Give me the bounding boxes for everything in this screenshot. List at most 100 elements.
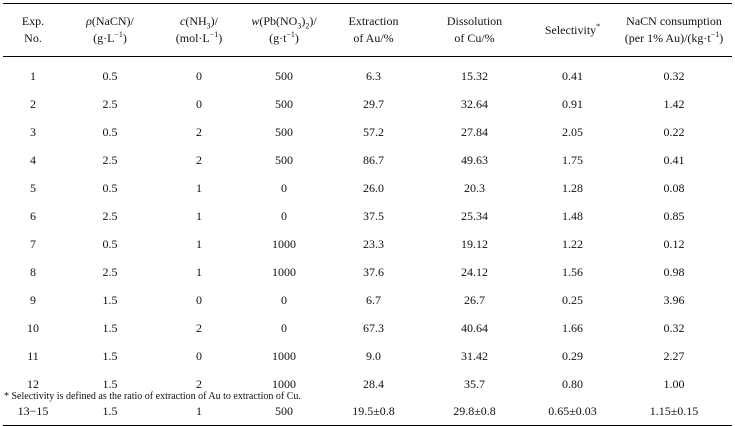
cell-nh3: 1 [196, 208, 202, 223]
table-row: 3 0.5 2 500 57.2 27.84 2.05 0.22 [3, 118, 732, 146]
table-row: 13−15 1.5 1 500 19.5±0.8 29.8±0.8 0.65±0.03 1.1… [3, 398, 732, 426]
cell-exp-no: 2 [30, 96, 36, 111]
cell-nacn: 0.5 [102, 124, 118, 139]
header-nacn-consumption: NaCN consumption (per 1% Au)/(kg·t−1) [616, 3, 732, 57]
cell-cu-dissolution: 24.12 [461, 264, 488, 279]
cell-pb-no3: 0 [281, 208, 287, 223]
cell-nacn-consumption: 1.15±0.15 [616, 398, 732, 426]
table-row: 4 2.5 2 500 86.7 49.63 1.75 0.41 [3, 146, 732, 174]
cell-exp-no: 10 [27, 320, 39, 335]
table-row: 1 0.5 0 500 6.3 15.32 0.41 0.32 [3, 57, 732, 91]
cell-pb-no3: 1000 [272, 236, 296, 251]
cell-nh3: 1 [196, 264, 202, 279]
cell-pb-no3: 0 [281, 292, 287, 307]
cell-nacn-consumption: 1.42 [663, 96, 685, 111]
cell-au-extraction: 86.7 [363, 152, 384, 167]
cell-nacn: 0.5 [102, 180, 118, 195]
cell-au-extraction: 37.6 [363, 264, 384, 279]
cell-nacn-consumption: 0.98 [663, 264, 685, 279]
cell-cu-dissolution: 19.12 [461, 236, 488, 251]
cell-nacn: 0.5 [102, 68, 118, 83]
cell-pb-no3: 0 [281, 180, 287, 195]
cell-pb-no3: 1000 [272, 376, 296, 391]
cell-pb-no3: 500 [275, 68, 293, 83]
cell-exp-no: 13−15 [3, 398, 63, 426]
cell-exp-no: 3 [30, 124, 36, 139]
cell-au-extraction: 28.4 [363, 376, 384, 391]
table-row: 12 1.5 2 1000 28.4 35.7 0.80 1.00 [3, 370, 732, 398]
cell-cu-dissolution: 31.42 [461, 348, 488, 363]
cell-cu-dissolution: 27.84 [461, 124, 488, 139]
cell-exp-no: 1 [30, 68, 36, 83]
cell-selectivity: 2.05 [562, 124, 583, 139]
cell-pb-no3: 500 [275, 124, 293, 139]
cell-nacn-consumption: 0.32 [663, 320, 685, 335]
cell-nh3: 0 [196, 96, 202, 111]
cell-nacn: 1.5 [102, 292, 118, 307]
table-row: 5 0.5 1 0 26.0 20.3 1.28 0.08 [3, 174, 732, 202]
cell-nh3: 0 [196, 292, 202, 307]
cell-au-extraction: 26.0 [363, 180, 384, 195]
cell-exp-no: 4 [30, 152, 36, 167]
table-row: 9 1.5 0 0 6.7 26.7 0.25 3.96 [3, 286, 732, 314]
cell-cu-dissolution: 15.32 [461, 68, 488, 83]
cell-cu-dissolution: 26.7 [464, 292, 485, 307]
cell-selectivity: 1.22 [562, 236, 583, 251]
cell-cu-dissolution: 40.64 [461, 320, 488, 335]
table-row: 6 2.5 1 0 37.5 25.34 1.48 0.85 [3, 202, 732, 230]
table-row: 7 0.5 1 1000 23.3 19.12 1.22 0.12 [3, 230, 732, 258]
cell-nacn: 1.5 [102, 348, 118, 363]
cell-nacn: 2.5 [102, 208, 118, 223]
cell-cu-dissolution: 49.63 [461, 152, 488, 167]
header-nh3-concentration: c(NH3)/(mol·L−1) [157, 3, 241, 57]
header-nacn-concentration: ρ(NaCN)/(g·L−1) [63, 3, 157, 57]
cell-cu-dissolution: 29.8±0.8 [420, 398, 529, 426]
cell-au-extraction: 9.0 [366, 348, 381, 363]
header-selectivity: Selectivity* [529, 3, 616, 57]
cell-au-extraction: 37.5 [363, 208, 384, 223]
cell-nacn: 1.5 [63, 398, 157, 426]
cell-nh3: 2 [196, 376, 202, 391]
table-header: Exp. No. ρ(NaCN)/(g·L−1) c(NH3)/(mol·L−1)… [3, 3, 732, 57]
cell-selectivity: 0.91 [562, 96, 583, 111]
cell-nacn-consumption: 3.96 [663, 292, 685, 307]
cell-nh3: 1 [157, 398, 241, 426]
cell-nacn: 1.5 [102, 320, 118, 335]
table-row: 8 2.5 1 1000 37.6 24.12 1.56 0.98 [3, 258, 732, 286]
cell-nh3: 0 [196, 348, 202, 363]
header-lead-nitrate-dosage: w(Pb(NO3)2)/(g·t−1) [241, 3, 327, 57]
cell-pb-no3: 500 [241, 398, 327, 426]
table-footnote: * Selectivity is defined as the ratio of… [4, 391, 301, 402]
document-page: Exp. No. ρ(NaCN)/(g·L−1) c(NH3)/(mol·L−1)… [3, 3, 732, 426]
cell-au-extraction: 6.7 [366, 292, 381, 307]
cell-cu-dissolution: 25.34 [461, 208, 488, 223]
cell-au-extraction: 67.3 [363, 320, 384, 335]
experiment-results-table: Exp. No. ρ(NaCN)/(g·L−1) c(NH3)/(mol·L−1)… [3, 3, 732, 426]
cell-au-extraction: 19.5±0.8 [327, 398, 420, 426]
cell-nacn-consumption: 2.27 [663, 348, 685, 363]
cell-pb-no3: 1000 [272, 348, 296, 363]
cell-au-extraction: 29.7 [363, 96, 384, 111]
cell-selectivity: 0.80 [562, 376, 583, 391]
cell-nacn-consumption: 0.12 [663, 236, 685, 251]
cell-selectivity: 0.29 [562, 348, 583, 363]
table-body: 1 0.5 0 500 6.3 15.32 0.41 0.32 2 2.5 0 500 29.7 32.6… [3, 57, 732, 426]
cell-nacn-consumption: 0.41 [663, 152, 685, 167]
cell-selectivity: 0.25 [562, 292, 583, 307]
cell-nacn-consumption: 0.85 [663, 208, 685, 223]
cell-nh3: 2 [196, 320, 202, 335]
cell-au-extraction: 6.3 [366, 68, 381, 83]
header-au-extraction: Extraction of Au/% [327, 3, 420, 57]
table-row: 10 1.5 2 0 67.3 40.64 1.66 0.32 [3, 314, 732, 342]
cell-selectivity: 1.66 [562, 320, 583, 335]
cell-au-extraction: 23.3 [363, 236, 384, 251]
cell-pb-no3: 500 [275, 152, 293, 167]
cell-nh3: 2 [196, 152, 202, 167]
cell-exp-no: 12 [27, 376, 39, 391]
header-cu-dissolution: Dissolution of Cu/% [420, 3, 529, 57]
cell-nacn: 0.5 [102, 236, 118, 251]
cell-pb-no3: 1000 [272, 264, 296, 279]
cell-nh3: 2 [196, 124, 202, 139]
cell-selectivity: 1.48 [562, 208, 583, 223]
table-row: 2 2.5 0 500 29.7 32.64 0.91 1.42 [3, 90, 732, 118]
